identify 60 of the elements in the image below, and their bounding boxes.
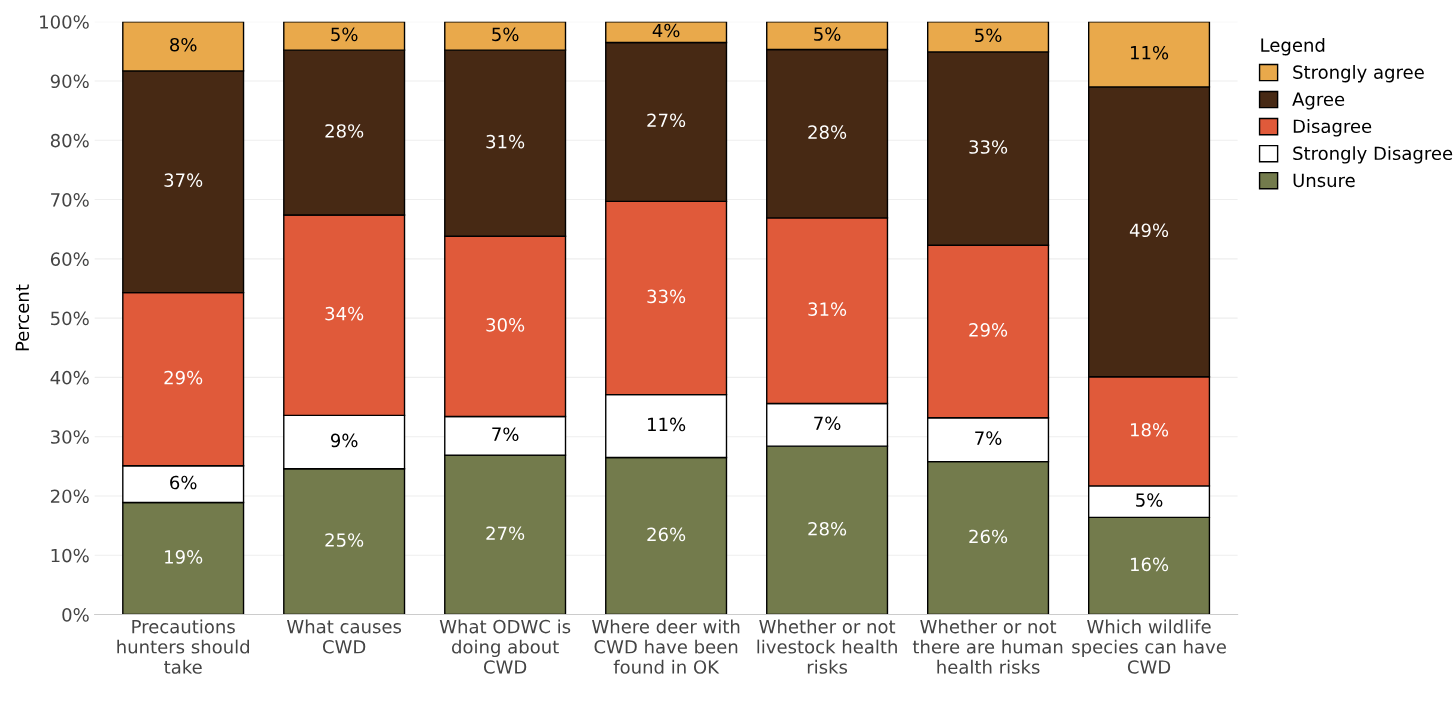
data-label: 6% [170, 475, 197, 490]
data-label: 5% [814, 27, 841, 41]
legend-label: Disagree [1293, 119, 1372, 137]
data-label: 16% [1130, 557, 1169, 572]
data-label: 7% [492, 427, 519, 442]
data-label: 8% [170, 37, 197, 52]
data-label: 33% [647, 289, 686, 304]
legend-label: Agree [1292, 92, 1345, 110]
data-label: 30% [486, 318, 525, 332]
data-label: 11% [1130, 45, 1169, 60]
data-label: 7% [975, 431, 1002, 445]
data-label: 49% [1129, 223, 1169, 238]
data-label: 29% [164, 370, 203, 385]
data-label: 7% [814, 416, 841, 431]
x-tick-label: What ODWC is doing about CWD [439, 619, 571, 674]
data-label: 27% [647, 113, 686, 128]
legend-title: Legend [1261, 37, 1325, 56]
y-tick-label: 80% [50, 133, 89, 148]
y-tick-label: 0% [62, 608, 89, 622]
y-tick-label: 60% [50, 252, 89, 266]
data-label: 19% [165, 550, 203, 564]
data-label: 4% [652, 23, 680, 38]
data-label: 9% [330, 433, 358, 448]
data-label: 25% [325, 533, 364, 547]
legend-label: Strongly agree [1293, 64, 1424, 83]
x-tick-label: Precautions hunters should take [117, 619, 249, 674]
data-label: 29% [969, 323, 1008, 337]
data-label: 33% [969, 140, 1008, 154]
data-label: 28% [808, 521, 847, 536]
y-axis-title: Percent [15, 284, 30, 351]
y-tick-label: 100% [40, 15, 89, 29]
y-tick-label: 90% [50, 74, 89, 89]
data-label: 5% [492, 27, 519, 42]
data-label: 28% [808, 125, 847, 139]
data-label: 5% [975, 28, 1002, 43]
y-tick-label: 40% [50, 370, 89, 385]
x-tick-label: What causes CWD [286, 619, 402, 654]
y-tick-label: 10% [51, 548, 89, 563]
y-tick-label: 50% [51, 311, 89, 326]
data-label: 34% [325, 306, 364, 321]
y-tick-label: 30% [51, 430, 89, 444]
legend-label: Unsure [1293, 173, 1355, 188]
data-label: 26% [647, 527, 686, 542]
data-label: 37% [164, 173, 203, 187]
data-label: 18% [1130, 422, 1169, 437]
x-tick-label: Where deer with CWD have been found in OK [592, 619, 740, 674]
data-label: 5% [331, 27, 358, 42]
x-tick-label: Whether or not there are human health risks [912, 619, 1063, 674]
data-label: 31% [486, 134, 525, 149]
data-label: 5% [1136, 493, 1163, 507]
data-label: 28% [325, 124, 364, 138]
data-label: 26% [969, 529, 1008, 544]
y-tick-label: 20% [50, 489, 89, 504]
legend-label: Strongly Disagree [1293, 146, 1453, 164]
data-label: 11% [648, 417, 686, 432]
y-tick-label: 70% [51, 193, 89, 207]
x-tick-label: Whether or not livestock health risks [757, 619, 897, 674]
data-label: 27% [486, 526, 525, 541]
data-label: 31% [808, 302, 847, 316]
x-tick-label: Which wildlife species can have CWD [1072, 619, 1226, 674]
